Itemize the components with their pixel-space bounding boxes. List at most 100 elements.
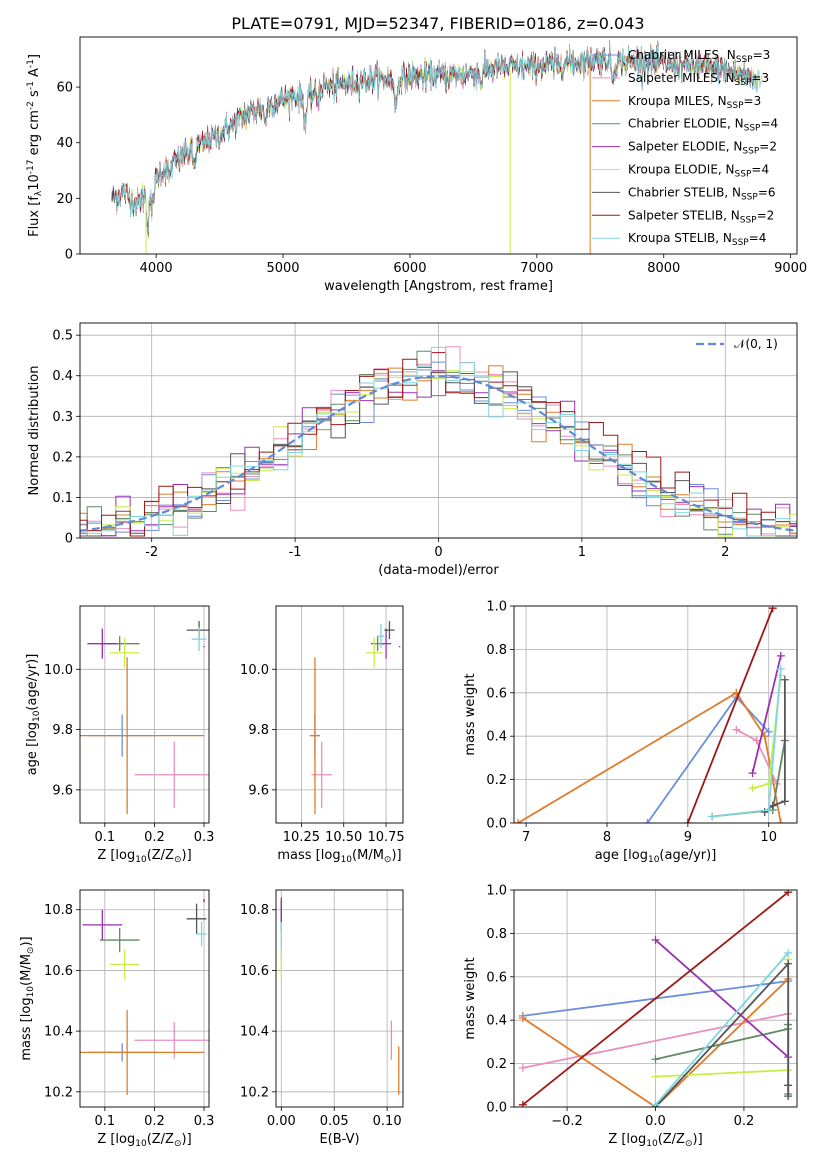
weight-marker bbox=[784, 890, 793, 897]
mass-vs-Z-x-axis-label: Z [log10(Z/Z⊙)] bbox=[97, 1132, 191, 1149]
spectrum-y-axis-label: Flux [fλ10-17 erg cm-2 s-1 A-1] bbox=[26, 54, 44, 237]
weight-marker bbox=[643, 819, 652, 823]
weight-marker bbox=[784, 948, 793, 957]
x-tick-label: −0.2 bbox=[551, 1114, 583, 1129]
histogram-step bbox=[80, 352, 797, 537]
weight-line bbox=[654, 952, 789, 1106]
weight-line bbox=[686, 607, 774, 823]
x-tick-label: 0.1 bbox=[94, 1114, 115, 1129]
weight-vs-age-y-axis-label: mass weight bbox=[463, 673, 478, 755]
x-tick-label: 0.10 bbox=[373, 1114, 402, 1129]
weight-marker bbox=[732, 725, 741, 734]
y-tick-label: 9.8 bbox=[52, 723, 73, 738]
weight-vs-Z-x-axis-label: Z [log10(Z/Z⊙)] bbox=[608, 1132, 702, 1149]
age-vs-Z-frame bbox=[79, 605, 210, 824]
weight-vs-age-frame bbox=[513, 605, 798, 824]
age-vs-Z-plot-area bbox=[80, 621, 209, 814]
x-tick-label: 2 bbox=[721, 545, 729, 560]
age-vs-Z-x-axis-label: Z [log10(Z/Z⊙)] bbox=[97, 848, 191, 865]
x-tick-label: 9000 bbox=[774, 261, 807, 276]
y-tick-label: 0 bbox=[65, 248, 73, 263]
weight-marker bbox=[780, 797, 789, 806]
y-tick-label: 0.0 bbox=[486, 817, 507, 832]
x-tick-label: 0.00 bbox=[267, 1114, 296, 1129]
y-tick-label: 9.6 bbox=[52, 783, 73, 798]
weight-marker bbox=[651, 1100, 660, 1107]
mass-vs-Z-plot-area bbox=[80, 899, 209, 1095]
x-tick-label: 0.3 bbox=[194, 830, 215, 845]
histogram-step bbox=[80, 370, 797, 537]
mass-vs-Z-frame bbox=[79, 889, 210, 1108]
y-tick-label: 0.2 bbox=[486, 1057, 507, 1072]
weight-vs-age-axes: 7 8 9 10 0.0 0.2 0.4 0.6 0.8 1.0 age [log10(age/yr… bbox=[463, 600, 798, 865]
x-tick-label: 4000 bbox=[140, 261, 173, 276]
x-tick-label: 0.2 bbox=[144, 830, 165, 845]
weight-line bbox=[522, 978, 789, 1107]
weight-marker bbox=[784, 959, 793, 968]
weight-marker bbox=[748, 784, 757, 793]
mass-vs-ebv-x-axis-label: E(B-V) bbox=[319, 1132, 359, 1147]
x-tick-label: 8000 bbox=[647, 261, 680, 276]
weight-line bbox=[711, 668, 782, 818]
weight-line bbox=[751, 655, 782, 774]
x-tick-label: 0 bbox=[434, 545, 442, 560]
x-tick-label: 10.25 bbox=[283, 830, 320, 845]
spectrum-frame bbox=[79, 36, 798, 255]
histogram-step bbox=[80, 364, 797, 537]
legend-label: Chabrier MILES, NSSP=3 bbox=[628, 48, 770, 65]
y-tick-label: 10.6 bbox=[240, 964, 269, 979]
normal-curve bbox=[80, 375, 797, 532]
histogram-step bbox=[80, 346, 797, 537]
x-tick-label: 8 bbox=[603, 830, 611, 845]
x-tick-label: 0.2 bbox=[144, 1114, 165, 1129]
x-tick-label: 7000 bbox=[520, 261, 553, 276]
y-tick-label: 0.3 bbox=[52, 410, 73, 425]
histogram-step bbox=[80, 361, 797, 537]
y-tick-label: 9.8 bbox=[248, 723, 269, 738]
legend-label: Chabrier ELODIE, NSSP=4 bbox=[628, 117, 778, 134]
weight-marker bbox=[651, 1055, 660, 1064]
spectrum-axes: 4000 5000 6000 7000 8000 9000 0 20 40 60 wavelengt… bbox=[26, 36, 807, 294]
residuals-axes: -2 -1 0 1 2 0 0.1 0.2 0.3 0.4 0.5 (data-model)/erro… bbox=[27, 322, 798, 578]
y-tick-label: 0.6 bbox=[486, 686, 507, 701]
x-tick-label: -2 bbox=[145, 545, 158, 560]
x-tick-label: 0.2 bbox=[734, 1114, 755, 1129]
mass-vs-ebv-plot-area bbox=[280, 897, 400, 1095]
weight-marker bbox=[518, 1014, 527, 1023]
weight-marker bbox=[683, 819, 692, 823]
x-tick-label: 10 bbox=[760, 830, 777, 845]
histogram-step bbox=[80, 346, 797, 537]
y-tick-label: 10.2 bbox=[44, 1085, 73, 1100]
legend-label: 𝒩(0, 1) bbox=[734, 337, 778, 351]
x-tick-label: 10.50 bbox=[325, 830, 362, 845]
y-tick-label: 0.8 bbox=[486, 927, 507, 942]
x-tick-label: 0.3 bbox=[194, 1114, 215, 1129]
spectrum-plot-area bbox=[111, 39, 762, 254]
weight-marker bbox=[780, 675, 789, 684]
y-tick-label: 10.4 bbox=[240, 1025, 269, 1040]
x-tick-label: 0.05 bbox=[320, 1114, 349, 1129]
y-tick-label: 10.2 bbox=[240, 1085, 269, 1100]
y-tick-label: 0.2 bbox=[52, 450, 73, 465]
y-tick-label: 0.1 bbox=[52, 491, 73, 506]
weight-marker bbox=[776, 651, 785, 660]
weight-marker bbox=[518, 1063, 527, 1072]
weight-line bbox=[654, 939, 789, 1058]
x-tick-label: 6000 bbox=[393, 261, 426, 276]
x-tick-label: -1 bbox=[289, 545, 302, 560]
age-vs-mass-x-axis-label: mass [log10(M/M⊙)] bbox=[277, 848, 401, 865]
y-tick-label: 10.0 bbox=[240, 663, 269, 678]
y-tick-label: 0 bbox=[65, 532, 73, 547]
mass-vs-Z-y-axis-label: mass [log10(M/M⊙)] bbox=[19, 936, 36, 1060]
y-tick-label: 40 bbox=[56, 136, 73, 151]
weight-marker bbox=[768, 606, 777, 613]
residuals-x-axis-label: (data-model)/error bbox=[378, 563, 499, 578]
y-tick-label: 10.8 bbox=[240, 903, 269, 918]
y-tick-label: 0.5 bbox=[52, 329, 73, 344]
legend-label: Salpeter MILES, NSSP=3 bbox=[628, 71, 769, 88]
weight-vs-age-x-axis-label: age [log10(age/yr)] bbox=[595, 848, 717, 865]
y-tick-label: 10.6 bbox=[44, 964, 73, 979]
legend-label: Kroupa MILES, NSSP=3 bbox=[628, 94, 761, 111]
y-tick-label: 9.6 bbox=[248, 783, 269, 798]
